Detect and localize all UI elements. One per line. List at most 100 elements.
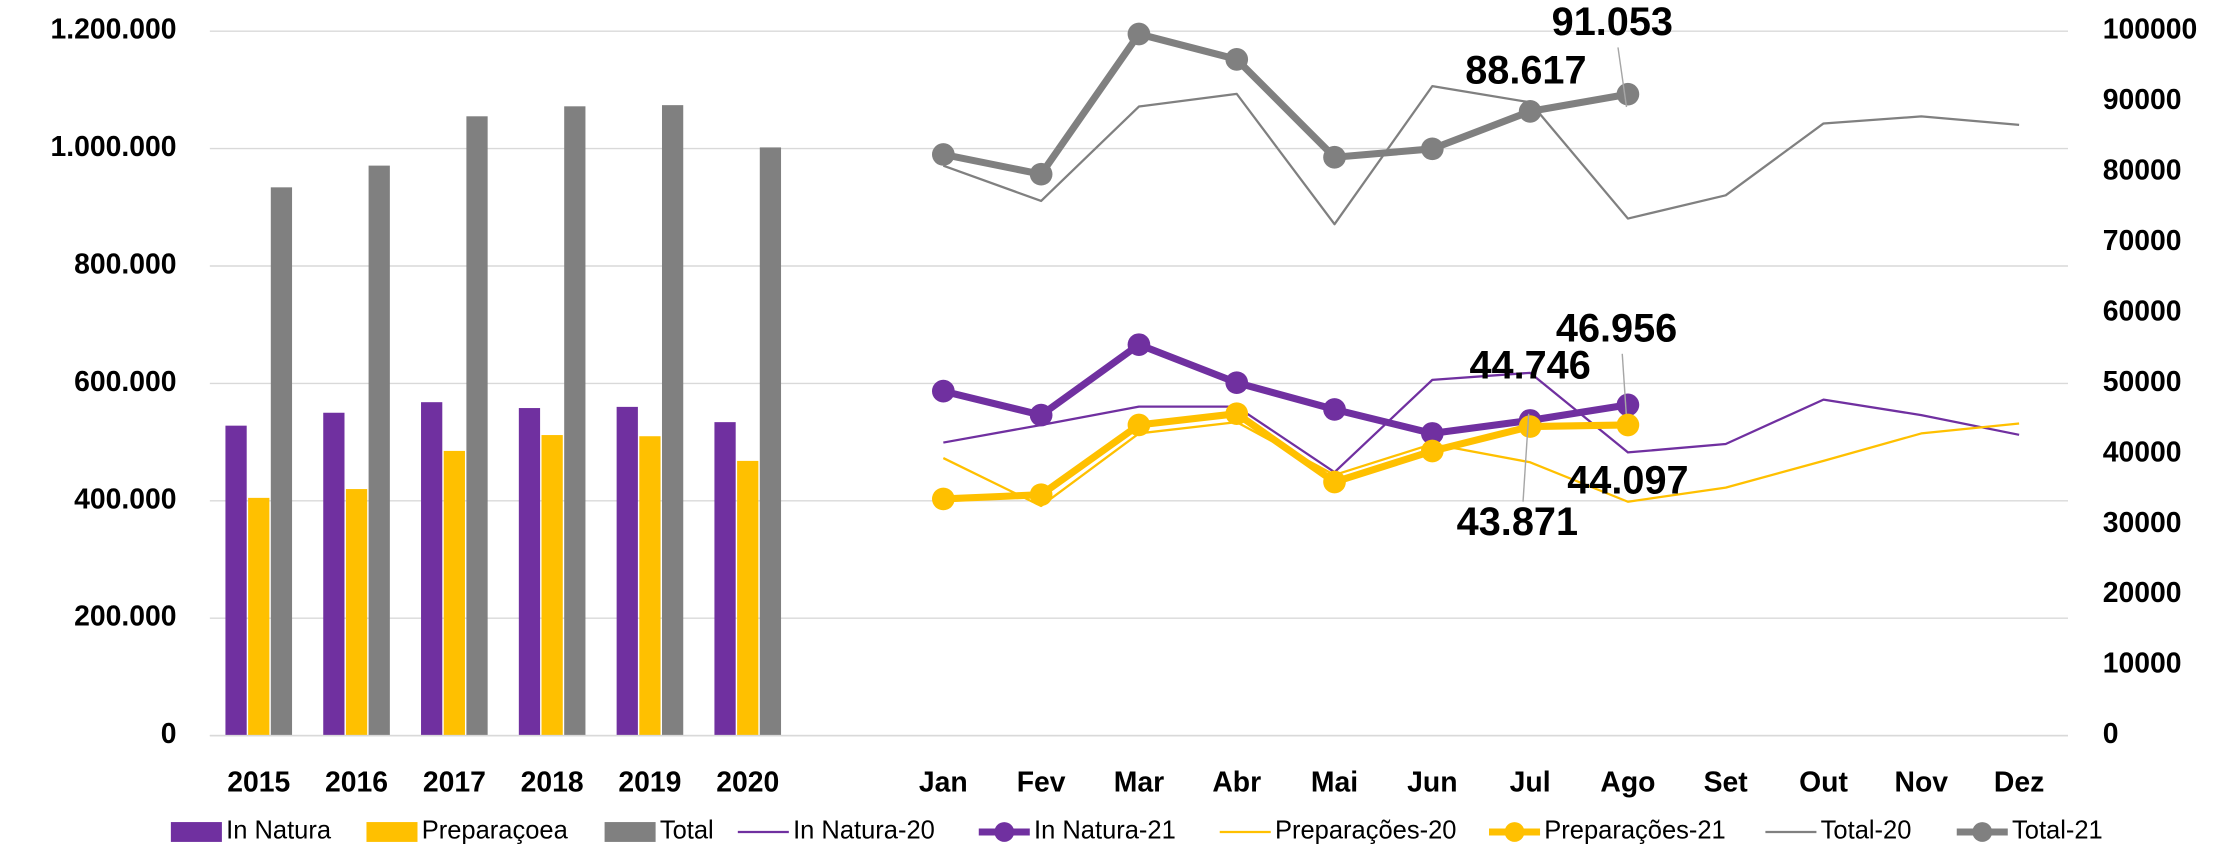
marker — [1518, 100, 1542, 123]
line-series — [942, 421, 2020, 508]
marker — [931, 487, 955, 511]
y2-tick-label: 90000 — [2103, 84, 2182, 116]
legend-label: Total-21 — [2012, 817, 2103, 845]
y2-tick-label: 40000 — [2103, 436, 2182, 468]
bar — [564, 106, 586, 736]
x-tick-label: 2015 — [227, 766, 290, 798]
x-tick-label: 2018 — [521, 766, 584, 798]
marker — [1225, 371, 1249, 395]
x-tick-label: Mar — [1114, 766, 1164, 798]
bar — [323, 412, 345, 736]
legend-marker — [1504, 822, 1525, 842]
data-label: 88.617 — [1465, 49, 1586, 93]
marker — [1420, 439, 1444, 463]
marker — [1029, 483, 1053, 507]
marker — [1127, 22, 1151, 46]
bar — [443, 450, 465, 736]
bar — [518, 408, 541, 736]
y-tick-label: 800.000 — [74, 248, 176, 280]
marker — [931, 143, 955, 166]
y2-tick-label: 30000 — [2103, 507, 2182, 539]
y2-tick-label: 80000 — [2103, 155, 2182, 187]
marker — [1420, 137, 1444, 161]
x-tick-label: Jun — [1407, 766, 1457, 798]
x-tick-label: Mai — [1311, 766, 1358, 798]
legend-marker — [1972, 822, 1993, 842]
marker — [1029, 403, 1053, 427]
legend-label: Preparações-20 — [1275, 817, 1456, 845]
y2-tick-label: 50000 — [2103, 366, 2182, 398]
bar — [541, 435, 563, 736]
y-tick-label: 1.000.000 — [51, 131, 177, 163]
x-tick-label: Ago — [1600, 766, 1655, 798]
marker — [1518, 415, 1542, 438]
legend-swatch — [366, 822, 418, 842]
bar — [714, 422, 736, 736]
x-tick-label: Nov — [1895, 766, 1949, 798]
y2-tick-label: 100000 — [2103, 14, 2198, 46]
x-tick-label: 2020 — [716, 766, 779, 798]
bar — [639, 436, 661, 736]
x-tick-label: 2019 — [618, 766, 681, 798]
bar — [737, 460, 759, 736]
legend-swatch — [604, 822, 656, 842]
marker — [1323, 145, 1346, 169]
bar — [248, 497, 270, 736]
legend-swatch — [170, 822, 222, 842]
data-label: 44.097 — [1567, 459, 1688, 503]
legend-label: Total — [660, 817, 714, 845]
x-tick-label: Jul — [1510, 766, 1551, 798]
marker — [1616, 393, 1640, 417]
bar — [368, 165, 390, 736]
marker — [1323, 470, 1346, 494]
bar — [616, 406, 638, 736]
legend-marker — [994, 822, 1015, 842]
bar — [421, 402, 443, 736]
line-series — [943, 410, 1628, 503]
x-tick-label: 2016 — [325, 766, 388, 798]
y-tick-label: 200.000 — [74, 601, 176, 633]
y2-tick-label: 70000 — [2103, 225, 2182, 257]
y-tick-label: 600.000 — [74, 366, 176, 398]
y-tick-label: 400.000 — [74, 483, 176, 515]
legend-label: In Natura-20 — [793, 817, 935, 845]
marker — [931, 379, 955, 403]
y2-tick-label: 0 — [2103, 718, 2119, 750]
x-tick-label: Fev — [1017, 766, 1066, 798]
legend-label: Total-20 — [1821, 817, 1912, 845]
leader-line — [1617, 47, 1628, 108]
bar — [466, 116, 488, 736]
x-tick-label: Jan — [919, 766, 968, 798]
y-tick-label: 1.200.000 — [51, 14, 177, 46]
marker — [1127, 333, 1151, 356]
data-label: 46.956 — [1556, 307, 1677, 351]
legend-label: Preparações-21 — [1544, 817, 1725, 845]
y-tick-label: 0 — [161, 718, 177, 750]
marker — [1420, 422, 1444, 445]
leader-line — [1621, 353, 1628, 418]
line-series — [942, 84, 2020, 226]
marker — [1029, 162, 1053, 186]
data-label: 43.871 — [1457, 500, 1578, 544]
x-tick-label: Set — [1704, 766, 1749, 798]
line-series — [943, 371, 2020, 474]
x-tick-label: Abr — [1212, 766, 1261, 798]
leader-line — [1522, 413, 1530, 502]
bar — [345, 489, 368, 736]
legend-label: Preparaçoea — [422, 817, 569, 845]
legend-label: In Natura — [226, 817, 332, 845]
line-series — [942, 341, 1629, 437]
bar — [270, 187, 293, 736]
marker — [1127, 413, 1151, 437]
x-tick-label: Out — [1799, 766, 1848, 798]
marker — [1225, 48, 1249, 71]
marker — [1225, 402, 1249, 426]
x-tick-label: Dez — [1994, 766, 2044, 798]
line-series — [942, 30, 1629, 178]
data-label: 91.053 — [1552, 0, 1673, 44]
marker — [1616, 82, 1640, 106]
bar — [759, 147, 782, 736]
x-tick-label: 2017 — [423, 766, 486, 798]
